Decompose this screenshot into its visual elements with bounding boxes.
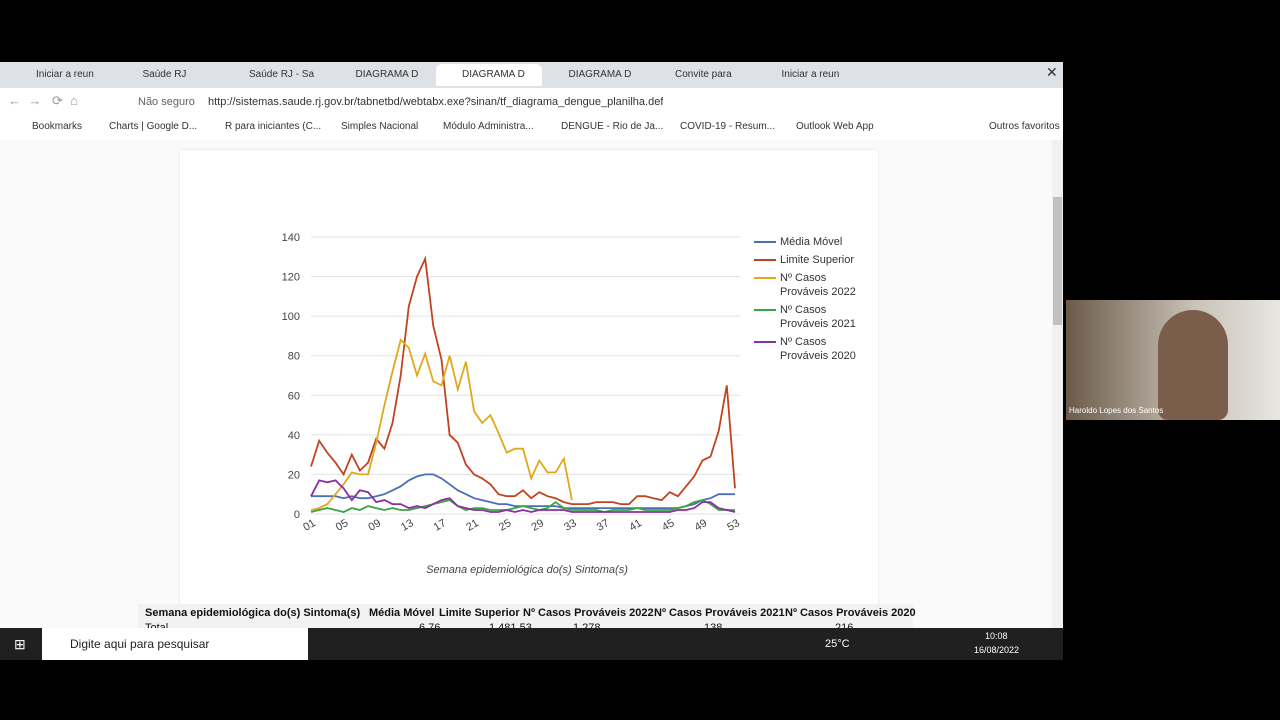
y-tick-label: 0 bbox=[294, 509, 300, 521]
tab[interactable]: Convite para bbox=[675, 69, 732, 80]
x-tick-label: 45 bbox=[660, 517, 677, 534]
bookmark[interactable]: Simples Nacional bbox=[341, 121, 419, 132]
column-header: Nº Casos Prováveis 2022 bbox=[523, 607, 654, 619]
x-tick-label: 49 bbox=[693, 517, 710, 534]
y-tick-label: 120 bbox=[282, 272, 300, 284]
x-tick-label: 41 bbox=[627, 517, 644, 534]
column-header: Nº Casos Prováveis 2021 bbox=[654, 607, 785, 619]
x-tick-label: 05 bbox=[334, 517, 351, 534]
search-text: Digite aqui para pesquisar bbox=[70, 637, 210, 651]
weather: 25°C bbox=[825, 638, 850, 650]
series-line bbox=[310, 479, 736, 513]
search-box[interactable]: Digite aqui para pesquisar bbox=[42, 628, 308, 660]
legend-label: Média Móvel bbox=[780, 236, 843, 248]
y-tick-label: 20 bbox=[288, 469, 300, 481]
x-tick-label: 13 bbox=[399, 517, 416, 534]
x-tick-label: 37 bbox=[595, 517, 612, 534]
x-tick-label: 01 bbox=[301, 517, 318, 534]
column-header: Média Móvel bbox=[369, 607, 435, 619]
x-tick-label: 21 bbox=[464, 517, 481, 534]
x-tick-label: 09 bbox=[366, 517, 383, 534]
y-tick-label: 40 bbox=[288, 430, 300, 442]
bookmark[interactable]: Outlook Web App bbox=[796, 121, 874, 132]
x-tick-label: 17 bbox=[432, 517, 449, 534]
bookmark[interactable]: Módulo Administra... bbox=[443, 121, 534, 132]
x-axis-label: Semana epidemiológica do(s) Sintoma(s) bbox=[426, 564, 628, 576]
column-header: Semana epidemiológica do(s) Sintoma(s) bbox=[145, 607, 361, 619]
video-tile: Haroldo Lopes dos Santos bbox=[1066, 300, 1280, 420]
bookmark[interactable]: DENGUE - Rio de Ja... bbox=[561, 121, 664, 132]
tab[interactable]: DIAGRAMA D bbox=[568, 69, 632, 80]
date: 16/08/2022 bbox=[974, 645, 1020, 655]
bookmark[interactable]: Bookmarks bbox=[32, 121, 83, 132]
column-header: Nº Casos Prováveis 2020 bbox=[785, 607, 916, 619]
scrollbar[interactable] bbox=[1052, 140, 1063, 628]
series-line bbox=[310, 499, 735, 513]
tab[interactable]: Iniciar a reun bbox=[781, 69, 840, 80]
tab[interactable]: DIAGRAMA D bbox=[436, 64, 542, 86]
chart-card bbox=[180, 150, 878, 628]
table-header bbox=[138, 604, 913, 628]
bookmark[interactable]: COVID-19 - Resum... bbox=[680, 121, 776, 132]
bookmark[interactable]: R para iniciantes (C... bbox=[225, 121, 322, 132]
column-header: Limite Superior bbox=[439, 607, 520, 619]
tab[interactable]: DIAGRAMA D bbox=[355, 69, 419, 80]
address-bar[interactable]: Não seguro http://sistemas.saude.rj.gov.… bbox=[60, 93, 970, 113]
legend-label: Nº Casos Prováveis 2020 bbox=[780, 336, 856, 362]
time: 10:08 bbox=[985, 631, 1008, 641]
legend-label: Nº Casos Prováveis 2022 bbox=[780, 272, 856, 298]
url: http://sistemas.saude.rj.gov.br/tabnetbd… bbox=[208, 96, 664, 108]
other-bookmarks[interactable]: Outros favoritos bbox=[989, 121, 1060, 132]
y-tick-label: 80 bbox=[288, 351, 300, 363]
x-tick-label: 29 bbox=[530, 517, 547, 534]
y-tick-label: 140 bbox=[282, 232, 300, 244]
x-tick-label: 25 bbox=[497, 517, 514, 534]
legend-label: Limite Superior bbox=[780, 254, 854, 266]
participant-name: Haroldo Lopes dos Santos bbox=[1069, 406, 1164, 415]
series-line bbox=[310, 338, 573, 511]
tab[interactable]: Saúde RJ bbox=[142, 69, 187, 80]
x-tick-label: 33 bbox=[562, 517, 579, 534]
series-line bbox=[310, 255, 736, 505]
tab[interactable]: Iniciar a reun bbox=[36, 69, 94, 80]
tab[interactable]: Saúde RJ - Sa bbox=[249, 69, 315, 80]
x-tick-label: 53 bbox=[725, 517, 742, 534]
y-tick-label: 100 bbox=[282, 311, 300, 323]
y-tick-label: 60 bbox=[288, 390, 300, 402]
bookmark[interactable]: Charts | Google D... bbox=[109, 121, 198, 132]
security: Não seguro bbox=[138, 96, 195, 108]
nav-buttons[interactable]: ← → ⟳ ⌂ bbox=[8, 93, 79, 108]
start-button[interactable]: ⊞ bbox=[14, 636, 26, 652]
window-controls[interactable]: ✕ bbox=[1046, 64, 1058, 80]
taskbar: ⊞ Digite aqui para pesquisar 25°C 10:08 … bbox=[0, 628, 1063, 660]
legend-label: Nº Casos Prováveis 2021 bbox=[780, 304, 856, 330]
